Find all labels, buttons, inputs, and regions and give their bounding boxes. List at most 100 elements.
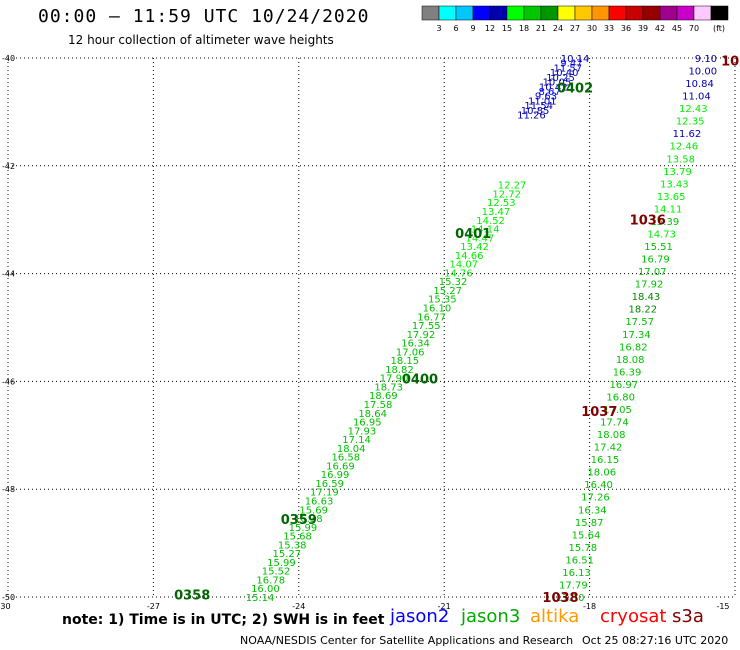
color-scale-label: 21 bbox=[536, 24, 546, 33]
wave-height-value: 12.35 bbox=[676, 117, 705, 128]
wave-height-value: 15.38 bbox=[278, 540, 307, 551]
wave-height-value: 16.51 bbox=[565, 555, 594, 566]
wave-height-value: 12.43 bbox=[679, 104, 708, 115]
x-tick-label: -30 bbox=[0, 602, 11, 611]
wave-height-value: 16.77 bbox=[417, 312, 446, 323]
wave-height-value: 10.00 bbox=[688, 67, 717, 78]
wave-height-value: 17.58 bbox=[364, 400, 393, 411]
wave-height-value: 12.53 bbox=[487, 198, 516, 209]
wave-height-value: 10.25 bbox=[546, 73, 575, 84]
legend-altika: altika bbox=[530, 606, 580, 627]
wave-height-value: 16.13 bbox=[562, 568, 591, 579]
color-scale-swatch bbox=[489, 5, 508, 21]
wave-height-value: 10.40 bbox=[550, 68, 579, 79]
wave-height-value: 18.06 bbox=[587, 468, 616, 479]
wave-height-value: 12.27 bbox=[498, 181, 527, 192]
wave-height-value: 17.93 bbox=[348, 426, 377, 437]
wave-height-value: 17.19 bbox=[310, 488, 339, 499]
pass-time-label: 1038 bbox=[542, 591, 578, 606]
wave-height-value: 18.22 bbox=[628, 305, 657, 316]
wave-height-value: 16.95 bbox=[353, 418, 382, 429]
wave-height-value: 15.68 bbox=[283, 532, 312, 543]
wave-height-value: 15.27 bbox=[433, 286, 462, 297]
page-subtitle: 12 hour collection of altimeter wave hei… bbox=[68, 33, 334, 47]
wave-height-value: 11.01 bbox=[528, 96, 557, 107]
wave-height-value: 14.52 bbox=[476, 216, 505, 227]
x-tick-label: -18 bbox=[583, 602, 596, 611]
wave-height-value: 11.04 bbox=[682, 92, 711, 103]
pass-time-label: 0402 bbox=[557, 82, 593, 97]
generated-timestamp: Oct 25 08:27:16 UTC 2020 bbox=[582, 634, 729, 647]
wave-height-value: 16.00 bbox=[251, 584, 280, 595]
wave-height-value: 12.72 bbox=[492, 189, 521, 200]
wave-height-value: 16.82 bbox=[619, 342, 648, 353]
wave-height-value: 15.87 bbox=[575, 518, 604, 529]
wave-height-value: 17.57 bbox=[625, 317, 654, 328]
wave-height-value: 18.64 bbox=[358, 409, 387, 420]
wave-height-value: 13.43 bbox=[660, 179, 689, 190]
color-scale-label: 45 bbox=[672, 24, 682, 33]
wave-height-value: 11.26 bbox=[517, 111, 546, 122]
wave-height-value: 11.54 bbox=[524, 101, 553, 112]
wave-height-value: 16.34 bbox=[401, 339, 430, 350]
color-scale-label: 24 bbox=[553, 24, 563, 33]
color-scale-unit: (ft) bbox=[713, 24, 725, 33]
wave-height-value: 10.85 bbox=[521, 106, 550, 117]
legend-jason2: jason2 bbox=[390, 606, 450, 627]
wave-height-value: 16.78 bbox=[256, 575, 285, 586]
wave-height-value: 18.69 bbox=[369, 391, 398, 402]
wave-height-value: 17.92 bbox=[407, 330, 436, 341]
wave-height-value: 15.78 bbox=[569, 543, 598, 554]
wave-height-value: 10.05 bbox=[543, 78, 572, 89]
x-tick-label: -15 bbox=[716, 602, 729, 611]
wave-height-value: 15.35 bbox=[428, 295, 457, 306]
wave-height-value: 15.39 bbox=[651, 217, 680, 228]
color-scale-swatch bbox=[472, 5, 491, 21]
axis-tick-labels: -40 -42 -44 -46 -48 -50-30 -27 -24 -21 -18 -15 bbox=[0, 54, 730, 611]
wave-height-value: 15.52 bbox=[262, 567, 291, 578]
color-scale-swatch bbox=[642, 5, 661, 21]
pass-time-label: 0358 bbox=[174, 588, 210, 603]
pass-time-label: 1036 bbox=[630, 214, 666, 229]
color-scale-label: 15 bbox=[502, 24, 512, 33]
wave-height-tracks: 10.149.4711.5710.4010.2510.0510.428.679.… bbox=[246, 54, 717, 604]
wave-height-value: 16.80 bbox=[606, 392, 635, 403]
wave-height-value: 13.42 bbox=[460, 242, 489, 253]
x-tick-label: -24 bbox=[292, 602, 305, 611]
wave-height-value: 16.34 bbox=[578, 505, 607, 516]
wave-height-value: 13.79 bbox=[663, 167, 692, 178]
color-scale-swatch bbox=[676, 5, 695, 21]
pass-time-labels: 10 0402 0401 1036 0400 1037 0359 1038 0358 bbox=[174, 55, 739, 606]
wave-height-value: 8.67 bbox=[538, 87, 560, 98]
wave-height-value: 17.07 bbox=[638, 267, 667, 278]
wave-height-value: 17.42 bbox=[594, 443, 623, 454]
wave-height-value: 16.69 bbox=[326, 461, 355, 472]
wave-height-value: 17.74 bbox=[600, 418, 629, 429]
color-scale-bar: 3 6 9 12 15 18 21 24 27 30 33 36 39 42 45 70 (ft) bbox=[421, 5, 729, 33]
wave-height-value: 10.14 bbox=[561, 54, 590, 65]
credit-line: NOAA/NESDIS Center for Satellite Applica… bbox=[240, 634, 574, 647]
wave-height-value: 15.99 bbox=[289, 523, 318, 534]
legend-s3a: s3a bbox=[672, 606, 704, 627]
wave-height-value: 14.73 bbox=[647, 229, 676, 240]
wave-height-value: 15.69 bbox=[299, 505, 328, 516]
wave-height-value: 15.32 bbox=[439, 277, 468, 288]
wave-height-value: 17.06 bbox=[396, 347, 425, 358]
wave-height-value: 9.63 bbox=[535, 92, 557, 103]
wave-height-value: 16.58 bbox=[332, 453, 361, 464]
wave-height-value: 16.39 bbox=[613, 367, 642, 378]
color-scale-swatch bbox=[438, 5, 457, 21]
wave-height-value: 17.79 bbox=[559, 580, 588, 591]
wave-height-value: 18.04 bbox=[337, 444, 366, 455]
wave-height-value: 17.14 bbox=[342, 435, 371, 446]
wave-height-value: 16.15 bbox=[591, 455, 620, 466]
wave-height-value: 16.97 bbox=[610, 380, 639, 391]
x-tick-label: -27 bbox=[147, 602, 160, 611]
y-tick-label: -48 bbox=[2, 485, 15, 494]
wave-height-value: 17.26 bbox=[581, 493, 610, 504]
wave-height-value: 16.63 bbox=[305, 496, 334, 507]
wave-height-value: 12.46 bbox=[670, 142, 699, 153]
wave-height-value: 10.84 bbox=[685, 79, 714, 90]
